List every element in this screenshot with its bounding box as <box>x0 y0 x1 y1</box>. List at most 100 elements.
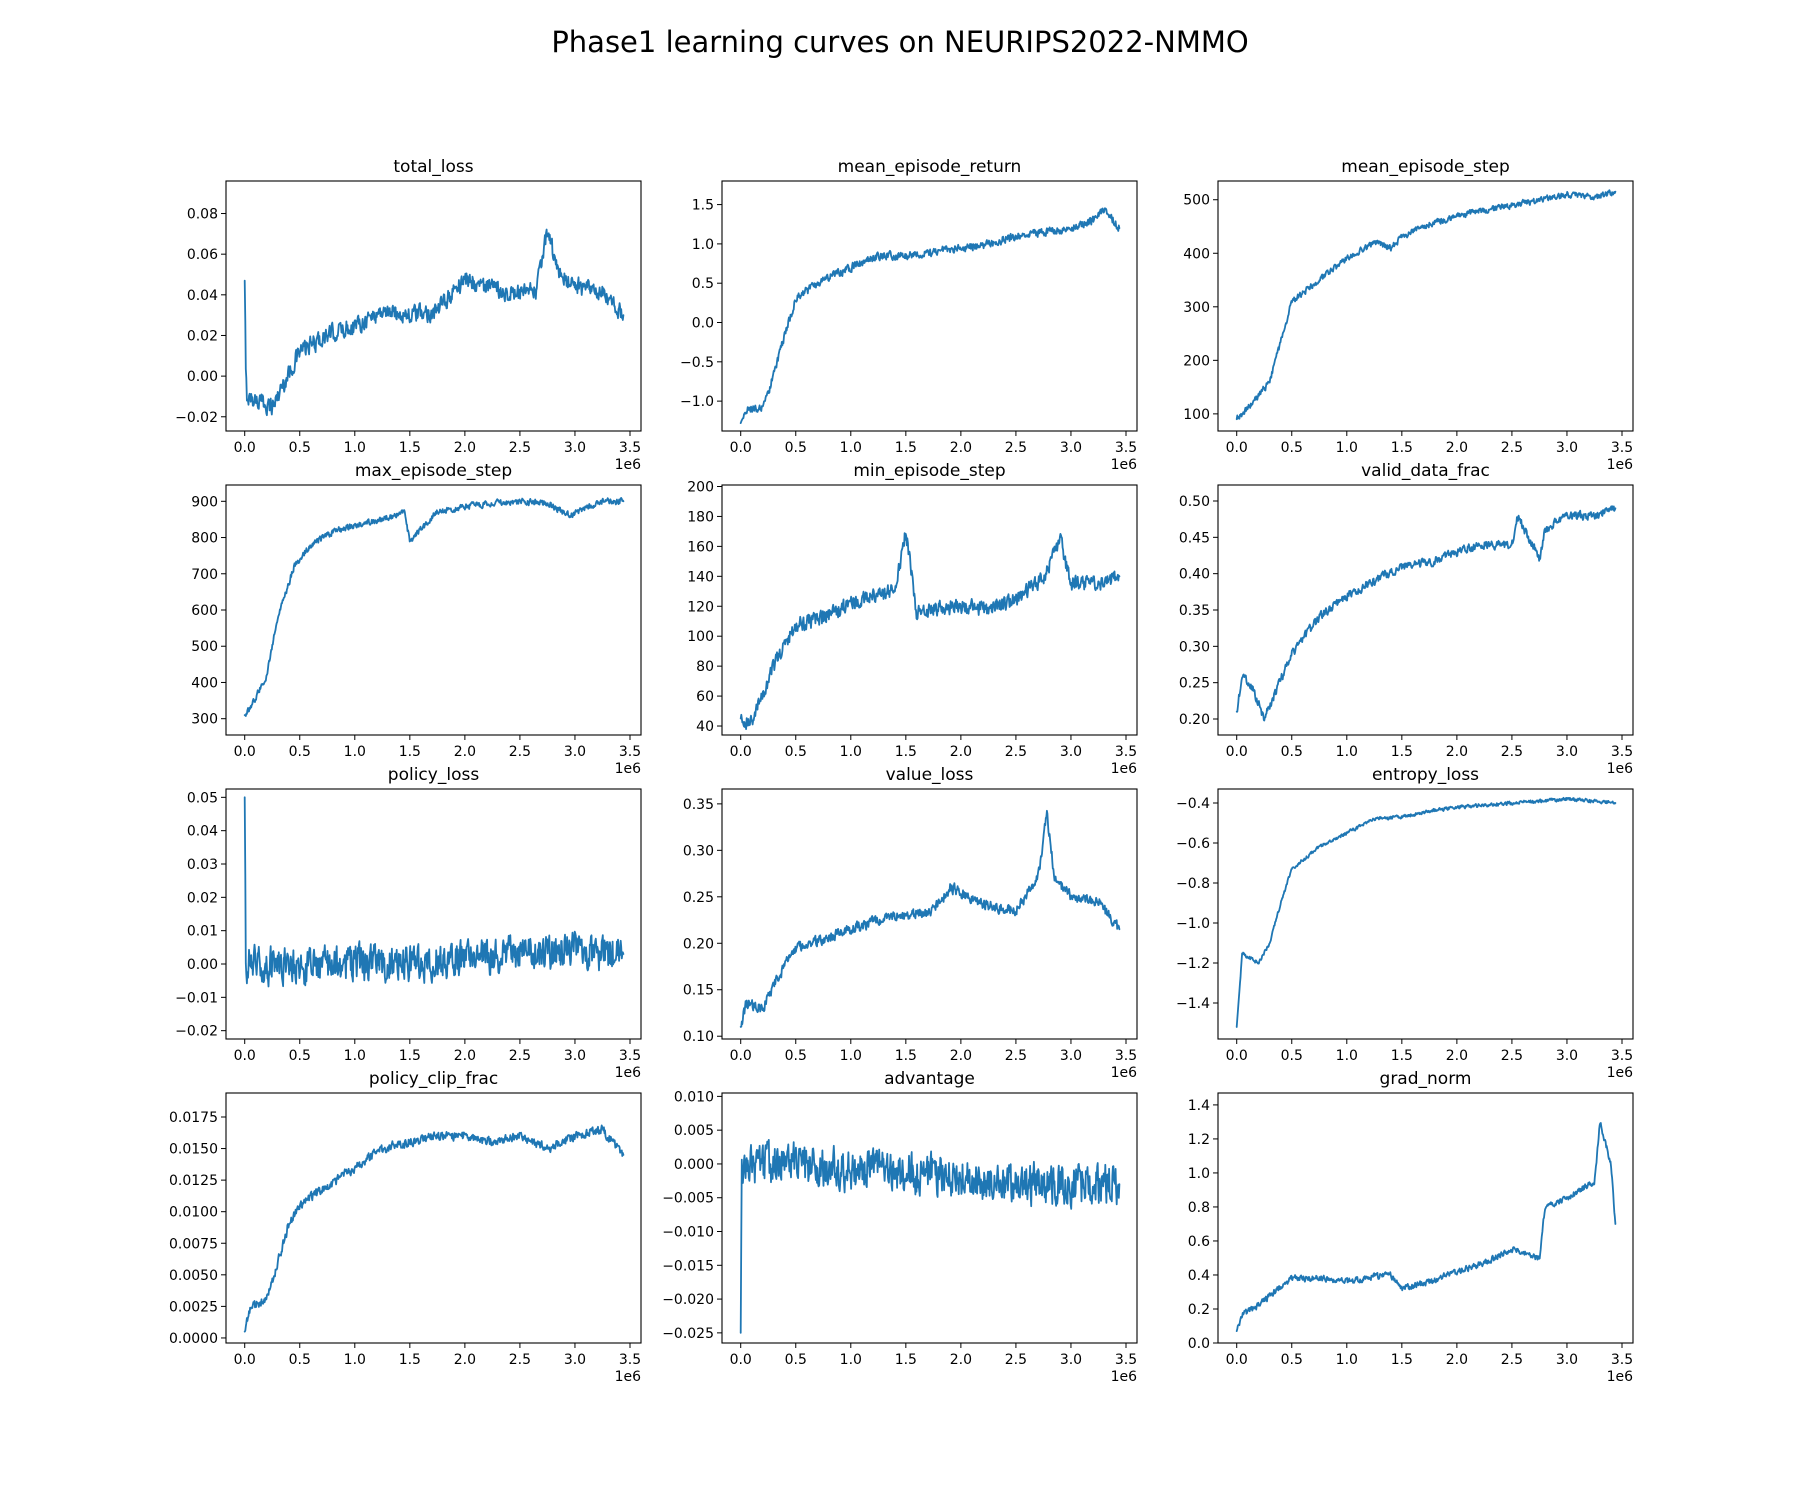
x-tick-label: 3.0 <box>564 1048 586 1064</box>
x-tick-label: 1.5 <box>1391 1352 1413 1368</box>
x-tick-label: 0.0 <box>234 1352 256 1368</box>
x-tick-label: 3.5 <box>619 440 641 456</box>
x-tick-label: 3.5 <box>1611 744 1633 760</box>
x-tick-label: 0.5 <box>1281 440 1303 456</box>
y-tick-label: −0.01 <box>175 990 218 1006</box>
panel-valid-data-frac: valid_data_frac 0.0 0.5 1.0 1.5 2.0 2.5 3.0 3.51… <box>1179 461 1634 777</box>
y-tick-label: 0.04 <box>187 824 218 840</box>
panel-title: min_episode_step <box>853 461 1005 481</box>
x-tick-label: 3.0 <box>564 440 586 456</box>
x-tick-label: 2.5 <box>509 440 531 456</box>
y-tick-label: 0.4 <box>1188 1268 1210 1284</box>
x-tick-label: 2.5 <box>509 744 531 760</box>
y-tick-label: 0.35 <box>683 797 714 813</box>
panel-title: valid_data_frac <box>1361 461 1490 481</box>
panel-min-episode-step: min_episode_step 0.0 0.5 1.0 1.5 2.0 2.5 3.0 3.5… <box>687 461 1138 777</box>
y-tick-label: 0.30 <box>683 843 714 859</box>
x-tick-label: 0.0 <box>1226 440 1248 456</box>
panel-policy-clip-frac: policy_clip_frac 0.0 0.5 1.0 1.5 2.0 2.5 3.0 3.5… <box>169 1069 642 1385</box>
x-tick-label: 2.5 <box>1005 1352 1027 1368</box>
axes-frame <box>721 788 1138 1040</box>
y-tick-label: 1.4 <box>1188 1098 1210 1114</box>
y-tick-label: 0.0050 <box>169 1268 218 1284</box>
x-tick-label: 0.0 <box>730 1048 752 1064</box>
x-scale-label: 1e6 <box>1607 1065 1634 1081</box>
y-tick-label: 0.05 <box>187 790 218 806</box>
x-tick-label: 0.5 <box>289 744 311 760</box>
y-tick-label: 0.0150 <box>169 1142 218 1158</box>
y-tick-label: 1.0 <box>1188 1166 1210 1182</box>
x-tick-label: 2.0 <box>950 440 972 456</box>
y-tick-label: −0.6 <box>1176 836 1210 852</box>
y-tick-label: 180 <box>687 509 714 525</box>
y-tick-label: 0.15 <box>683 983 714 999</box>
series-line <box>1235 505 1617 722</box>
y-tick-label: 0.2 <box>1188 1302 1210 1318</box>
x-tick-label: 1.5 <box>1391 440 1413 456</box>
x-tick-label: 0.5 <box>785 440 807 456</box>
y-tick-label: −0.005 <box>662 1191 714 1207</box>
panel-title: advantage <box>884 1069 975 1089</box>
y-tick-label: −0.02 <box>175 1024 218 1040</box>
y-tick-label: 40 <box>696 719 714 735</box>
y-tick-label: 0.02 <box>187 890 218 906</box>
x-scale-label: 1e6 <box>615 761 642 777</box>
panel-title: grad_norm <box>1380 1069 1472 1089</box>
series-line <box>243 796 625 988</box>
x-tick-label: 2.5 <box>1005 1048 1027 1064</box>
y-tick-label: 0.8 <box>1188 1200 1210 1216</box>
series-line <box>1235 796 1617 1028</box>
y-tick-label: 0.0100 <box>169 1205 218 1221</box>
x-tick-label: 1.0 <box>1336 1048 1358 1064</box>
y-tick-label: 160 <box>687 539 714 555</box>
axes-frame <box>1217 788 1634 1040</box>
series-line <box>739 809 1121 1028</box>
axes-frame <box>721 1092 1138 1344</box>
x-tick-label: 0.5 <box>785 1048 807 1064</box>
y-tick-label: 0.10 <box>683 1029 714 1045</box>
axes-frame <box>1217 180 1634 432</box>
y-tick-label: 0.0 <box>1188 1336 1210 1352</box>
y-tick-label: −0.015 <box>662 1258 714 1274</box>
x-scale-label: 1e6 <box>615 457 642 473</box>
panel-mean-episode-step: mean_episode_step 0.0 0.5 1.0 1.5 2.0 2.5 3.0 3.… <box>1183 157 1634 473</box>
y-tick-label: 0.04 <box>187 288 218 304</box>
x-tick-label: 3.5 <box>619 1352 641 1368</box>
x-tick-label: 1.0 <box>840 1048 862 1064</box>
y-tick-label: 80 <box>696 659 714 675</box>
panel-title: policy_loss <box>388 765 480 785</box>
y-tick-label: 0.50 <box>1179 494 1210 510</box>
x-tick-label: 3.0 <box>1556 1352 1578 1368</box>
x-tick-label: 0.0 <box>1226 744 1248 760</box>
x-tick-label: 2.0 <box>950 1352 972 1368</box>
series-line <box>1235 1122 1617 1332</box>
y-tick-label: 300 <box>191 712 218 728</box>
x-tick-label: 0.5 <box>1281 1352 1303 1368</box>
x-tick-label: 2.0 <box>454 440 476 456</box>
y-tick-label: −0.5 <box>680 355 714 371</box>
y-tick-label: 500 <box>1183 193 1210 209</box>
y-tick-label: 0.02 <box>187 328 218 344</box>
x-tick-label: 0.5 <box>289 1048 311 1064</box>
series-line <box>243 1124 625 1333</box>
y-tick-label: 0.25 <box>1179 676 1210 692</box>
x-tick-label: 0.0 <box>234 1048 256 1064</box>
x-tick-label: 1.0 <box>840 1352 862 1368</box>
x-tick-label: 3.5 <box>1115 744 1137 760</box>
x-tick-label: 1.0 <box>344 440 366 456</box>
x-tick-label: 3.0 <box>564 1352 586 1368</box>
y-tick-label: 200 <box>687 479 714 495</box>
x-tick-label: 3.5 <box>1115 440 1137 456</box>
y-tick-label: 0.06 <box>187 247 218 263</box>
x-tick-label: 0.5 <box>785 1352 807 1368</box>
x-tick-label: 3.0 <box>1556 1048 1578 1064</box>
y-tick-label: 1.2 <box>1188 1132 1210 1148</box>
x-tick-label: 3.5 <box>1611 1048 1633 1064</box>
panel-title: policy_clip_frac <box>369 1069 498 1089</box>
x-tick-label: 2.0 <box>454 744 476 760</box>
y-tick-label: 600 <box>191 603 218 619</box>
x-tick-label: 0.0 <box>1226 1048 1248 1064</box>
x-tick-label: 1.5 <box>1391 1048 1413 1064</box>
x-scale-label: 1e6 <box>1607 761 1634 777</box>
